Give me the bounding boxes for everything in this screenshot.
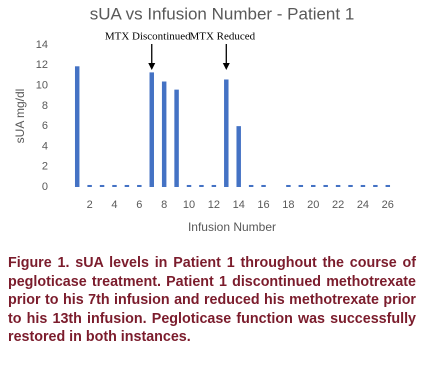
bar [149,72,154,187]
bar [335,184,341,187]
x-tick-label: 26 [382,199,394,211]
bar [348,184,353,187]
bar [385,184,391,187]
bar [137,184,142,187]
bar [373,184,378,187]
bar [286,184,291,187]
bar [224,79,229,187]
x-tick-label: 4 [111,199,117,211]
x-tick-label: 14 [233,199,245,211]
bar [74,66,80,187]
bar [174,89,179,187]
x-tick-label: 18 [282,199,294,211]
y-tick-label: 10 [36,79,48,91]
bar [248,184,254,187]
chart-title: sUA vs Infusion Number - Patient 1 [90,4,355,23]
x-axis-label: Infusion Number [188,220,276,234]
y-tick-label: 14 [36,39,48,51]
bar [261,184,266,187]
bar [311,184,316,187]
y-tick-label: 2 [42,161,48,173]
bar [186,184,192,187]
bar [112,184,117,187]
bar [211,184,217,187]
bar [236,126,241,187]
bar [124,184,130,187]
x-tick-label: 8 [161,199,167,211]
y-tick-label: 8 [42,100,48,112]
x-tick-label: 10 [183,199,195,211]
x-tick-label: 24 [357,199,369,211]
x-tick-label: 22 [332,199,344,211]
x-tick-label: 16 [257,199,269,211]
bar [298,184,304,187]
y-tick-label: 0 [42,181,48,193]
figure-caption: Figure 1. sUA levels in Patient 1 throug… [8,255,416,346]
x-tick-label: 20 [307,199,319,211]
bar [161,81,167,187]
annotation-arrowhead [148,63,156,70]
y-axis-label: sUA mg/dl [13,89,27,144]
chart: sUA vs Infusion Number - Patient 1 sUA m… [13,4,394,234]
bar [199,184,204,187]
y-tick-label: 6 [42,120,48,132]
x-tick-label: 6 [136,199,142,211]
bar [87,184,92,187]
bar [323,184,328,187]
x-tick-label: 12 [208,199,220,211]
x-tick-label: 2 [87,199,93,211]
annotation: MTX Reduced [189,31,255,43]
annotation: MTX Discontinued [105,31,191,43]
bar [99,184,105,187]
bar [360,184,366,187]
y-tick-label: 4 [42,140,48,152]
y-tick-label: 12 [36,59,48,71]
annotation-arrowhead [222,63,230,70]
